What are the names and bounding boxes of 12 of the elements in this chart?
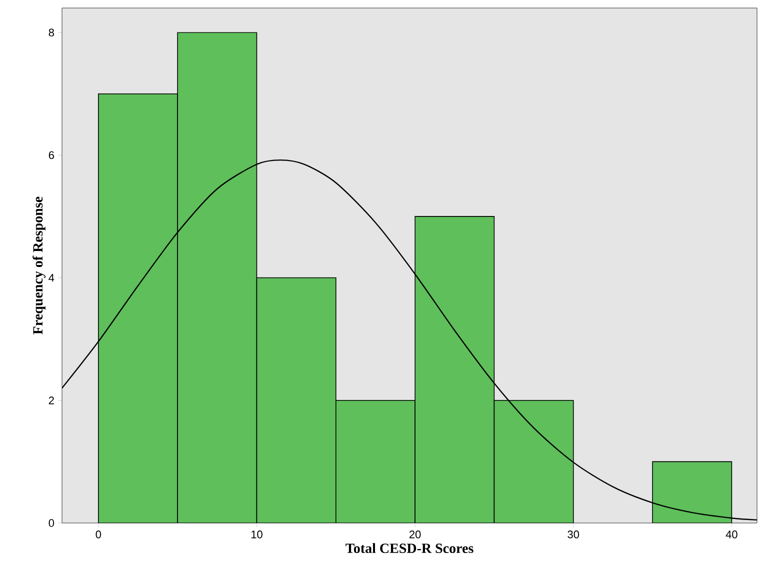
x-tick-label: 40 bbox=[726, 530, 738, 538]
x-tick-label: 20 bbox=[409, 530, 421, 538]
y-tick-label: 0 bbox=[48, 519, 54, 527]
x-tick-label: 10 bbox=[251, 530, 262, 538]
x-tick-label: 0 bbox=[96, 530, 102, 538]
y-tick-label: 2 bbox=[48, 396, 54, 404]
y-tick-label: 4 bbox=[48, 274, 54, 282]
y-axis-title: Frequency of Response bbox=[32, 196, 46, 334]
y-tick-label: 6 bbox=[48, 151, 54, 160]
x-tick-label: 30 bbox=[568, 530, 580, 538]
x-axis-title: Total CESD-R Scores bbox=[346, 543, 474, 554]
y-tick-label: 8 bbox=[48, 28, 54, 36]
